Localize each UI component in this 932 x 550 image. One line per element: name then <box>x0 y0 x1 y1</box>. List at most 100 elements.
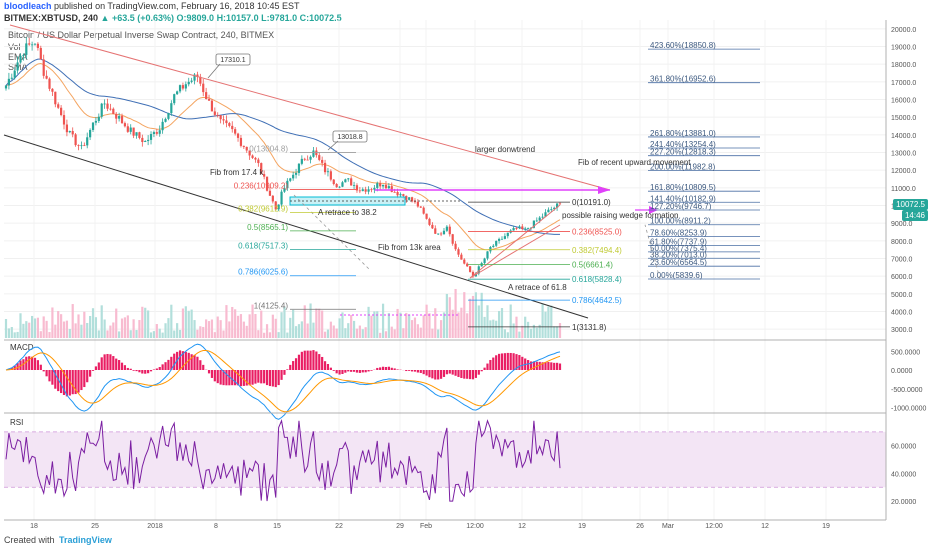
candle-body <box>355 185 359 191</box>
time-tick-label: 19 <box>822 523 830 530</box>
candle-body <box>234 129 237 134</box>
volume-bar <box>94 317 98 338</box>
macd-histogram-bar <box>213 370 216 382</box>
macd-histogram-bar <box>242 370 245 386</box>
volume-bar <box>149 332 153 338</box>
volume-bar <box>364 327 367 338</box>
macd-histogram-bar <box>384 366 388 370</box>
candle-body <box>80 145 83 147</box>
macd-histogram-bar <box>25 356 28 370</box>
candle-body <box>86 137 89 146</box>
candle-body <box>152 132 156 135</box>
volume-bar <box>521 325 524 338</box>
candle-body <box>22 54 25 56</box>
volume-bar <box>144 307 147 338</box>
macd-histogram-bar <box>396 369 399 370</box>
peak-callout-box <box>215 53 251 66</box>
price-tick-label: 11000.0 <box>891 186 916 193</box>
macd-histogram-bar <box>326 364 330 370</box>
volume-bar <box>112 322 115 338</box>
author-name[interactable]: bloodleach <box>4 1 52 11</box>
volume-bar <box>216 316 219 338</box>
volume-bar <box>13 332 16 338</box>
candle-body <box>390 186 393 192</box>
candle-body <box>216 114 219 116</box>
candle-body <box>91 122 95 130</box>
volume-bar <box>147 310 150 338</box>
volume-bar <box>155 324 158 338</box>
macd-histogram-bar <box>547 362 550 370</box>
macd-histogram-bar <box>503 353 506 370</box>
volume-bar <box>355 328 359 338</box>
macd-histogram-bar <box>555 362 559 370</box>
candle-body <box>500 238 504 240</box>
candle-body <box>367 189 370 192</box>
fib-right-label: 0.00%(5839.6) <box>650 271 703 280</box>
candle-body <box>439 233 443 235</box>
macd-histogram-bar <box>265 370 269 386</box>
volume-bar <box>271 314 274 338</box>
macd-histogram-bar <box>306 350 309 370</box>
candle-body <box>129 127 132 132</box>
candle-body <box>384 184 388 189</box>
candle-body <box>471 271 475 277</box>
macd-histogram-bar <box>329 367 332 370</box>
price-tick-label: 12000.0 <box>891 168 916 175</box>
volume-bar <box>187 310 190 338</box>
macd-histogram-bar <box>173 353 176 370</box>
fib-13k-label: 1(3131.8) <box>572 323 607 332</box>
candle-body <box>265 176 269 191</box>
macd-histogram-bar <box>486 363 489 370</box>
time-tick-label: 29 <box>396 523 404 530</box>
fib-right-label: 161.80%(10809.5) <box>650 183 716 192</box>
candle-body <box>341 182 344 187</box>
volume-bar <box>332 325 335 338</box>
macd-histogram-bar <box>341 370 344 374</box>
ohlc-line: BITMEX:XBTUSD, 240 ▲ +63.5 (+0.63%) O:98… <box>4 13 342 23</box>
macd-histogram-bar <box>36 360 40 370</box>
volume-bar <box>410 320 414 338</box>
volume-bar <box>68 328 71 338</box>
volume-bar <box>309 303 312 338</box>
candle-body <box>541 216 544 218</box>
time-tick-label: 12 <box>761 523 769 530</box>
volume-bar <box>492 319 495 338</box>
macd-histogram-bar <box>445 370 448 375</box>
candle-body <box>352 185 356 187</box>
price-tick-label: 3000.0 <box>891 327 913 334</box>
candle-body <box>199 76 202 84</box>
macd-histogram-bar <box>387 366 390 370</box>
macd-histogram-bar <box>283 370 286 375</box>
candle-body <box>396 192 399 196</box>
annotation-fib-13k: Fib from 13k area <box>378 243 441 252</box>
macd-histogram-bar <box>471 370 475 380</box>
tradingview-logo[interactable]: TradingView <box>59 535 112 545</box>
volume-bar <box>509 304 512 338</box>
volume-bar <box>489 320 492 338</box>
candle-body <box>315 150 318 156</box>
fib-17k-label: 0.5(8565.1) <box>247 223 288 232</box>
macd-histogram-bar <box>277 370 280 386</box>
macd-histogram-bar <box>323 361 327 370</box>
volume-bar <box>164 323 167 338</box>
volume-bar <box>263 332 266 338</box>
volume-bar <box>245 325 248 338</box>
downtrend-line-upper <box>9 24 611 191</box>
volume-bar <box>62 321 66 338</box>
volume-bar <box>373 311 376 338</box>
volume-bar <box>57 311 60 338</box>
candle-body <box>544 212 547 217</box>
macd-histogram-bar <box>149 370 153 372</box>
macd-histogram-bar <box>512 353 515 370</box>
volume-bar <box>437 329 440 338</box>
macd-histogram-bar <box>506 352 509 370</box>
candle-body <box>184 84 187 89</box>
candle-body <box>28 43 31 45</box>
candle-body <box>31 44 34 46</box>
fib-17k-label: 1(4125.4) <box>254 301 289 310</box>
volume-bar <box>335 328 338 338</box>
volume-bar <box>45 320 48 338</box>
candle-body <box>297 163 301 173</box>
candle-body <box>144 141 147 143</box>
